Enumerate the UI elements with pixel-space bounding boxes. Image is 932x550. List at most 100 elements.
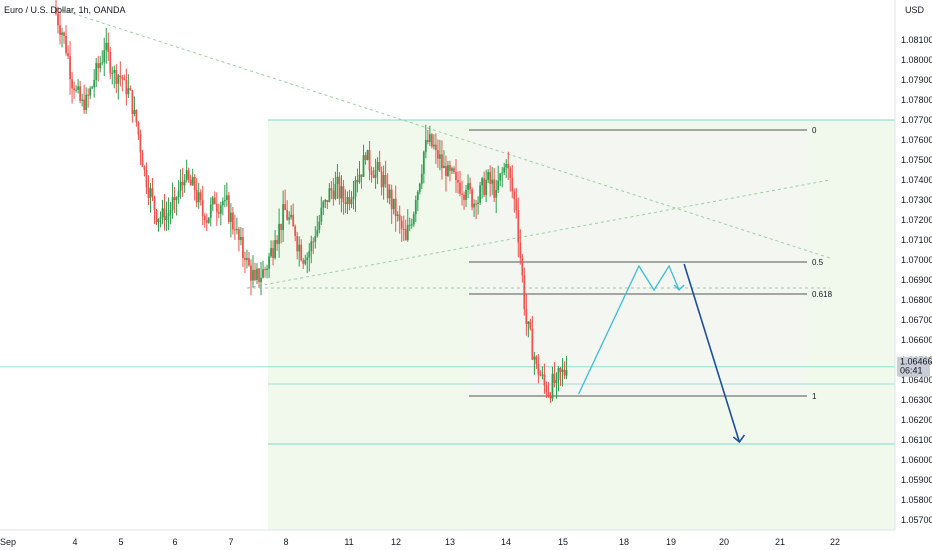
candle-body[interactable] xyxy=(231,212,234,230)
candle-body[interactable] xyxy=(217,212,220,214)
candle-body[interactable] xyxy=(69,56,71,80)
candle-body[interactable] xyxy=(338,176,341,199)
candle-body[interactable] xyxy=(507,164,510,169)
candle-body[interactable] xyxy=(67,53,69,57)
candle-body[interactable] xyxy=(376,162,379,170)
candle-body[interactable] xyxy=(529,321,532,329)
candle-body[interactable] xyxy=(181,181,184,186)
candle-body[interactable] xyxy=(559,368,562,372)
candle-body[interactable] xyxy=(95,63,98,80)
candle-body[interactable] xyxy=(418,183,421,192)
candle-body[interactable] xyxy=(147,187,150,198)
candle-body[interactable] xyxy=(368,150,371,171)
candle-body[interactable] xyxy=(501,172,504,174)
candle-body[interactable] xyxy=(248,258,250,266)
candle-body[interactable] xyxy=(332,190,335,199)
candle-body[interactable] xyxy=(547,392,550,396)
candle-body[interactable] xyxy=(479,185,482,203)
candle-body[interactable] xyxy=(61,32,63,35)
candle-body[interactable] xyxy=(461,193,463,195)
candle-body[interactable] xyxy=(87,94,90,96)
candle-body[interactable] xyxy=(350,199,353,205)
candle-body[interactable] xyxy=(555,380,558,383)
candle-body[interactable] xyxy=(75,89,77,91)
candle-body[interactable] xyxy=(402,228,405,230)
candle-body[interactable] xyxy=(537,364,540,375)
candle-body[interactable] xyxy=(274,240,276,258)
candle-body[interactable] xyxy=(264,269,266,271)
candle-body[interactable] xyxy=(149,188,152,198)
candle-body[interactable] xyxy=(55,8,57,14)
candle-body[interactable] xyxy=(115,70,118,84)
candle-body[interactable] xyxy=(165,216,168,220)
candle-body[interactable] xyxy=(260,277,262,283)
candle-body[interactable] xyxy=(215,204,218,213)
candle-body[interactable] xyxy=(240,236,242,240)
candles-layer[interactable] xyxy=(55,0,568,403)
candle-body[interactable] xyxy=(447,165,449,176)
candle-body[interactable] xyxy=(354,180,357,197)
candle-body[interactable] xyxy=(358,174,361,183)
candle-body[interactable] xyxy=(296,236,299,252)
candle-body[interactable] xyxy=(109,52,112,74)
candle-body[interactable] xyxy=(280,223,283,230)
candle-body[interactable] xyxy=(246,258,248,260)
candle-body[interactable] xyxy=(183,180,186,186)
candle-body[interactable] xyxy=(475,203,477,205)
candle-body[interactable] xyxy=(199,192,202,201)
candle-body[interactable] xyxy=(334,184,337,199)
candle-body[interactable] xyxy=(527,321,530,324)
candle-body[interactable] xyxy=(223,200,226,201)
candle-body[interactable] xyxy=(129,88,132,91)
candle-body[interactable] xyxy=(89,88,92,96)
candle-body[interactable] xyxy=(449,165,451,171)
candle-body[interactable] xyxy=(304,260,307,264)
candle-body[interactable] xyxy=(71,79,73,89)
candle-body[interactable] xyxy=(455,172,457,180)
candle-body[interactable] xyxy=(428,134,431,142)
candle-body[interactable] xyxy=(101,62,104,64)
candle-body[interactable] xyxy=(511,177,514,192)
candle-body[interactable] xyxy=(388,189,391,199)
candle-body[interactable] xyxy=(73,88,75,90)
candle-body[interactable] xyxy=(143,166,146,170)
candle-body[interactable] xyxy=(324,200,327,202)
candle-body[interactable] xyxy=(298,244,301,252)
candle-body[interactable] xyxy=(344,202,347,204)
candle-body[interactable] xyxy=(119,75,122,78)
candle-body[interactable] xyxy=(489,171,492,184)
candle-body[interactable] xyxy=(410,224,413,226)
candle-body[interactable] xyxy=(197,192,200,203)
candle-body[interactable] xyxy=(553,373,556,383)
candle-body[interactable] xyxy=(133,110,136,115)
candle-body[interactable] xyxy=(211,197,214,205)
candle-body[interactable] xyxy=(233,229,236,231)
candle-body[interactable] xyxy=(374,170,377,178)
candle-body[interactable] xyxy=(97,63,100,69)
candle-body[interactable] xyxy=(525,309,528,324)
candle-body[interactable] xyxy=(432,144,435,147)
candle-body[interactable] xyxy=(276,240,278,244)
candle-body[interactable] xyxy=(543,374,546,386)
candle-body[interactable] xyxy=(380,171,383,188)
candle-body[interactable] xyxy=(111,72,114,74)
candle-body[interactable] xyxy=(495,190,498,198)
candle-body[interactable] xyxy=(483,178,486,196)
candle-body[interactable] xyxy=(221,200,224,206)
candle-body[interactable] xyxy=(356,180,359,183)
candle-body[interactable] xyxy=(422,151,425,174)
candle-body[interactable] xyxy=(288,217,291,220)
candle-body[interactable] xyxy=(493,179,496,198)
candle-body[interactable] xyxy=(352,196,355,200)
candle-body[interactable] xyxy=(123,78,126,80)
candle-body[interactable] xyxy=(412,214,415,225)
candle-body[interactable] xyxy=(294,226,297,236)
candle-body[interactable] xyxy=(300,244,303,261)
candle-body[interactable] xyxy=(258,268,260,283)
candle-body[interactable] xyxy=(314,236,317,242)
candle-body[interactable] xyxy=(394,198,397,216)
candle-body[interactable] xyxy=(157,218,160,223)
candle-body[interactable] xyxy=(535,356,538,364)
candle-body[interactable] xyxy=(201,200,204,216)
